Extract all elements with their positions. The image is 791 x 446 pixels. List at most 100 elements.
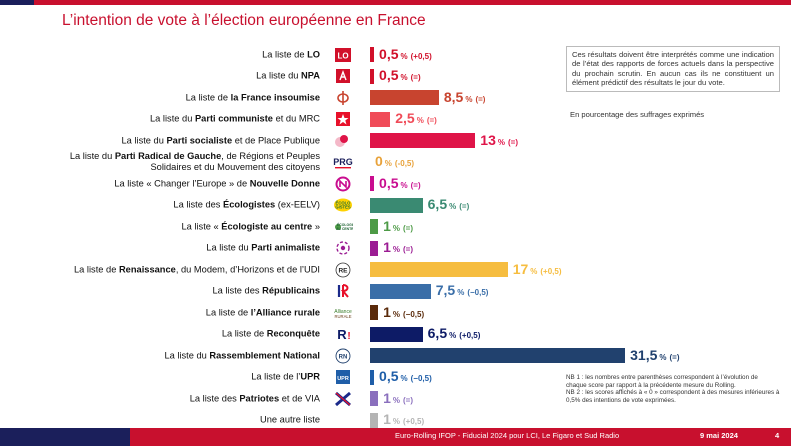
party-logo-icon [332, 175, 354, 193]
data-label: 2,5% (=) [395, 110, 437, 128]
chart-row: La liste de la France insoumise 8,5% (=) [0, 87, 791, 108]
category-label: Une autre liste [260, 415, 320, 426]
party-logo-icon: PRG [332, 153, 354, 171]
category-label-line: La liste des Républicains [213, 286, 321, 297]
category-label-line: La liste du Parti socialiste et de Place… [122, 135, 320, 146]
chart-row: La liste du Parti animaliste 1% (=) [0, 238, 791, 259]
data-label: 1% (=) [383, 218, 413, 236]
data-label: 6,5% (=) [428, 196, 470, 214]
party-logo-icon: LO [332, 46, 354, 64]
bar [370, 305, 379, 320]
bar [370, 90, 439, 105]
data-label-value: 6,5 [427, 196, 448, 212]
data-label-value: 0,5 [379, 45, 399, 62]
chart-row: La liste du Rassemblement National RN 31,5… [0, 345, 791, 366]
data-label-unit: % [392, 395, 401, 405]
category-label-text: La liste des [173, 199, 224, 210]
data-label-value: 1 [383, 217, 391, 234]
data-label-value: 1 [383, 303, 391, 320]
svg-text:UPR: UPR [337, 376, 349, 382]
svg-text:RN: RN [339, 354, 348, 360]
category-label-text: Une autre liste [260, 414, 320, 425]
category-label: La liste de l’Alliance rurale [206, 307, 320, 318]
data-label-unit: % [392, 417, 401, 426]
category-label-text: La liste du [206, 242, 252, 253]
svg-text:ÉCOLOGIE: ÉCOLOGIE [337, 222, 353, 227]
data-label-change: (=) [403, 395, 414, 405]
bar [370, 133, 476, 148]
category-label-text: La liste de [185, 92, 231, 102]
footer-bar [0, 428, 791, 446]
bar [370, 283, 431, 299]
party-logo-icon [332, 390, 354, 408]
category-label-line: Solidaires et du Mouvement des citoyens [150, 162, 320, 172]
category-label-party: Rassemblement National [209, 350, 320, 360]
category-label-line: La liste des Écologistes (ex-EELV) [173, 200, 320, 211]
category-label: La liste du Parti animaliste [206, 243, 320, 254]
data-label-unit: % [400, 180, 408, 190]
category-label-text: La liste « [181, 221, 222, 231]
category-label-text: » [312, 221, 320, 231]
svg-text:R: R [337, 327, 347, 342]
top-rule-accent [0, 0, 34, 5]
category-label-line: La liste de l’UPR [251, 372, 320, 383]
category-label-line: La liste du NPA [256, 71, 320, 82]
data-label-unit: % [416, 116, 424, 125]
data-label: 8,5% (=) [444, 89, 486, 107]
page-number: 4 [775, 431, 780, 440]
footnotes: NB 1 : les nombres entre parenthèses cor… [566, 374, 780, 404]
category-label-party: Écologiste au centre [221, 221, 313, 231]
data-label-change: (=) [426, 116, 437, 125]
svg-text:PS: PS [346, 143, 353, 149]
bar [370, 176, 375, 191]
bar [370, 369, 375, 385]
data-label-value: 8,5 [443, 88, 464, 105]
party-logo-icon [332, 239, 354, 257]
data-label-change: (−0,5) [410, 374, 432, 383]
data-label-change: (-0,5) [394, 159, 415, 168]
category-label-text: La liste de [221, 328, 267, 339]
data-label-unit: % [497, 137, 505, 147]
bar [370, 326, 423, 342]
footer-accent [0, 428, 130, 446]
bar [370, 262, 508, 277]
data-label-change: (=) [459, 202, 470, 211]
category-label: La liste du NPA [256, 71, 320, 82]
svg-text:AU CENTRE: AU CENTRE [336, 227, 353, 231]
data-label-value: 6,5 [427, 325, 448, 341]
party-logo-icon: ÉCOLO GISTES [332, 196, 354, 214]
svg-text:ÉCOLO: ÉCOLO [336, 201, 352, 206]
data-label-unit: % [530, 266, 538, 276]
chart-row: La liste de Renaissance, du Modem, d’Hor… [0, 259, 791, 280]
category-label-text: La liste « Changer l’Europe » de [114, 178, 250, 188]
data-label-change: (=) [508, 137, 518, 147]
svg-text:RE: RE [338, 267, 348, 274]
category-label: La liste du Rassemblement National [164, 350, 320, 361]
svg-text:RURALE: RURALE [335, 314, 352, 319]
data-label-change: (−0,5) [403, 309, 425, 319]
data-label-unit: % [465, 94, 473, 104]
category-label-text: La liste du [150, 113, 195, 124]
data-label: 0% (-0,5) [375, 153, 414, 171]
category-label-text: et de Place Publique [232, 135, 320, 145]
svg-text:GISTES: GISTES [335, 205, 351, 210]
unit-note: En pourcentage des suffrages exprimés [570, 110, 705, 119]
bar [370, 68, 375, 84]
bar [370, 391, 379, 406]
data-label-unit: % [457, 288, 465, 297]
category-label-party: Parti socialiste [166, 135, 233, 145]
data-label-unit: % [392, 223, 401, 233]
data-label-change: (=) [403, 245, 414, 254]
category-label-text: , du Modem, d’Horizons et de l’UDI [175, 264, 320, 274]
bar [370, 47, 375, 62]
data-label-value: 7,5 [435, 282, 456, 298]
data-label-unit: % [449, 331, 457, 340]
data-label: 0,5% (=) [379, 175, 421, 193]
category-label-line: La liste de Reconquête [222, 329, 320, 340]
footnote-nb2: NB 2 : les scores affichés à « 0 » corre… [566, 389, 780, 404]
category-label-text: et de VIA [279, 393, 320, 403]
category-label-party: Patriotes [239, 393, 280, 403]
party-logo-icon: RN [332, 347, 354, 365]
category-label: La liste de LO [262, 49, 320, 60]
category-label-line: La liste de l’Alliance rurale [206, 307, 320, 318]
